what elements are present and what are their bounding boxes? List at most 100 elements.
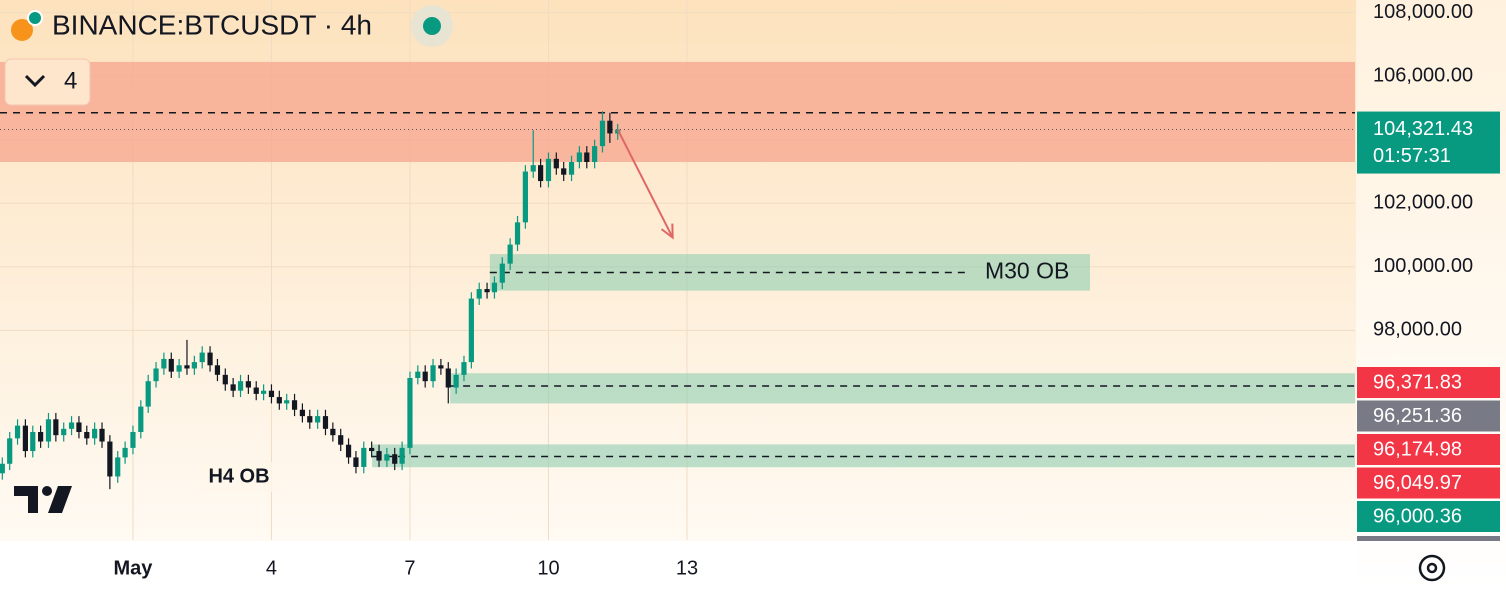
candle-body [491, 282, 498, 293]
chart-layer: 98,000.00 100,000.00 102,000.00 106,000.00 1… [0, 0, 1500, 579]
settings-icon[interactable] [1418, 554, 1446, 582]
price-label-badge [1357, 367, 1500, 398]
candle-body [430, 365, 436, 382]
candle-body [22, 425, 28, 452]
price-badge-label: 104,321.43 [1373, 118, 1473, 140]
symbol: BINANCE:BTCUSDT · 4h [52, 9, 372, 40]
countdown: 01:57:31 [1373, 145, 1451, 167]
candle-body [484, 289, 490, 293]
candle-body [30, 432, 36, 452]
candle-body [53, 419, 59, 436]
candle-body [76, 422, 82, 432]
x-tick-label: 7 [404, 557, 415, 579]
logo-part [48, 486, 72, 513]
candle-body [161, 358, 167, 369]
candle-body [592, 146, 598, 162]
price-label: 96,174.98 [1373, 438, 1462, 460]
candle-body [299, 409, 305, 417]
candle-body [253, 387, 259, 394]
candle-body [207, 352, 213, 366]
candle-body [176, 365, 182, 372]
candle-body [468, 298, 474, 363]
y-tick-label: 106,000.00 [1373, 65, 1473, 87]
zone [450, 373, 1355, 404]
status-dot[interactable] [423, 17, 441, 35]
candle-body [530, 165, 536, 172]
candle-body [315, 416, 321, 423]
candle-body [514, 222, 521, 245]
candle-body [38, 432, 44, 442]
candle-body [14, 425, 21, 439]
candle-body [214, 365, 221, 375]
candle-body [499, 263, 505, 283]
arrow-head [660, 223, 674, 240]
candle-body [107, 441, 113, 477]
candle-body [245, 381, 251, 388]
time-axis-background [0, 541, 1356, 593]
header: BINANCE:BTCUSDT · 4h 4 [4, 5, 453, 106]
candle-body [145, 381, 151, 407]
arrow [616, 129, 674, 239]
candle-body [138, 406, 144, 432]
y-tick-label: 100,000.00 [1373, 255, 1473, 277]
y-tick-label: 102,000.00 [1373, 192, 1473, 214]
candle-body [153, 368, 159, 382]
candle-body [230, 384, 236, 391]
x-tick-label: May [114, 557, 154, 579]
candle-body [130, 432, 136, 448]
candle-body [92, 428, 98, 439]
gear[interactable] [1418, 554, 1446, 582]
price-label-badge [1357, 501, 1500, 532]
candle-body [392, 454, 398, 464]
candle-body [222, 374, 228, 385]
candle-body [445, 368, 451, 388]
y-tick-label: 98,000.00 [1373, 319, 1462, 341]
candle-body [369, 447, 375, 452]
candle-body [345, 444, 352, 458]
y-tick-label: 108,000.00 [1373, 1, 1473, 23]
candle-body [338, 435, 344, 445]
indicator-count: 4 [64, 67, 77, 94]
candle-body [291, 400, 298, 410]
price-badge [1357, 111, 1500, 174]
exchange-icon [27, 10, 43, 26]
zone [372, 444, 1356, 468]
candle-body [322, 416, 329, 429]
candle-body [168, 358, 174, 372]
candle-body [422, 371, 428, 382]
candle-body [545, 158, 552, 182]
price-label: 96,049.97 [1373, 472, 1462, 494]
candle-body [353, 457, 359, 467]
candle-body [184, 365, 190, 369]
candle-body [191, 362, 197, 369]
annotation: H4 OB [208, 465, 269, 487]
candle-body [522, 171, 528, 223]
candle-body [584, 152, 590, 162]
chevron [24, 74, 46, 88]
candle-body [268, 390, 275, 398]
x-tick-label: 10 [537, 557, 559, 579]
candle-body [307, 416, 313, 423]
price-label: 96,251.36 [1373, 405, 1462, 427]
candle-body [99, 428, 105, 442]
candle-body [361, 447, 367, 467]
candle-body [199, 352, 205, 363]
x-tick-label: 13 [676, 557, 698, 579]
candle-body [0, 463, 5, 474]
logo-part [14, 486, 38, 513]
logo-part [42, 486, 52, 496]
candle-body [237, 381, 244, 391]
candle-body [276, 397, 282, 404]
candle-body [384, 454, 390, 461]
tv-logo [14, 486, 72, 513]
indicator-toggle[interactable] [4, 58, 91, 106]
candle-body [399, 447, 405, 464]
candle-body [407, 378, 413, 448]
price-label-badge [1357, 467, 1500, 499]
candle-body [61, 428, 67, 436]
candle-body [415, 371, 421, 378]
candle-body [607, 120, 613, 134]
zone-label: M30 OB [985, 258, 1069, 284]
candle-body [7, 438, 13, 464]
